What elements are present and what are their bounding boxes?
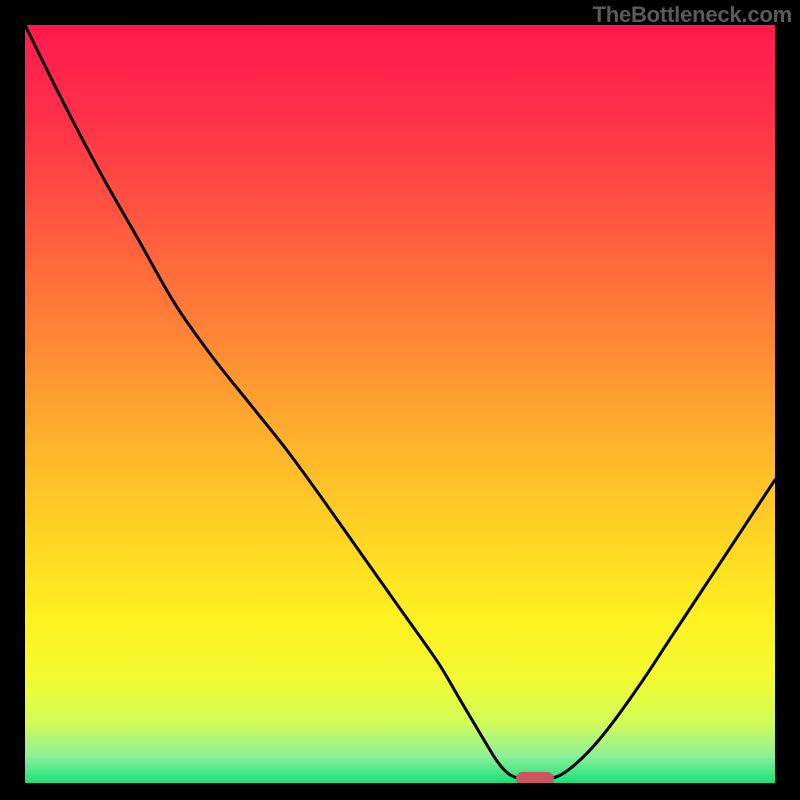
plot-area [25, 25, 775, 783]
outer-frame: TheBottleneck.com [0, 0, 800, 800]
bottleneck-curve [25, 25, 775, 783]
optimum-marker [516, 772, 554, 783]
